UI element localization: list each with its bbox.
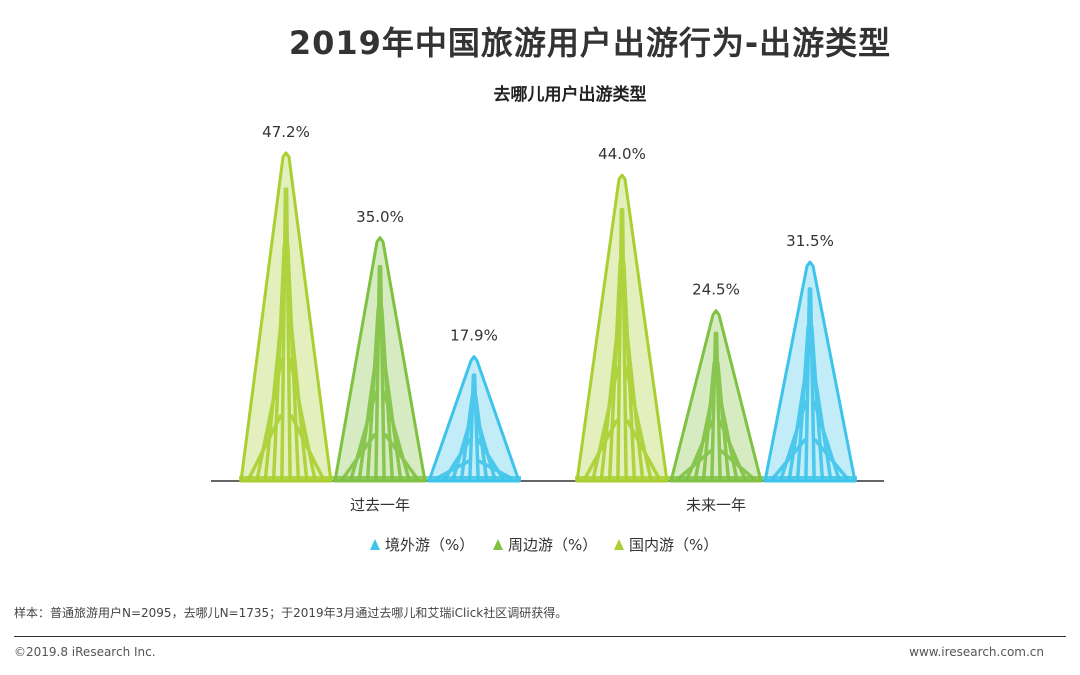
- bar-hatch-1-2: [771, 287, 849, 480]
- data-label: 31.5%: [786, 232, 834, 250]
- bar-base-0-0: [239, 476, 333, 481]
- bar-base-1-1: [669, 476, 763, 481]
- sample-note: 样本：普通旅游用户N=2095，去哪儿N=1735；于2019年3月通过去哪儿和…: [14, 606, 568, 620]
- copyright: ©2019.8 iResearch Inc.: [14, 645, 156, 659]
- legend-marker: [370, 539, 380, 550]
- data-label: 35.0%: [356, 208, 404, 226]
- legend-marker: [614, 539, 624, 550]
- x-tick-label: 未来一年: [686, 496, 746, 514]
- legend-label: 境外游（%）: [385, 536, 474, 554]
- bar-base-0-1: [333, 476, 427, 481]
- legend-label: 周边游（%）: [508, 536, 597, 554]
- bar-hatch-0-1: [341, 265, 419, 480]
- bar-hatch-0-2: [435, 373, 513, 480]
- bar-base-0-2: [427, 476, 521, 481]
- legend-marker: [493, 539, 503, 550]
- website-link[interactable]: www.iresearch.com.cn: [909, 645, 1044, 659]
- data-label: 17.9%: [450, 327, 498, 345]
- bar-hatch-0-0: [247, 187, 325, 480]
- footer-divider: [14, 636, 1066, 637]
- bar-base-1-0: [575, 476, 669, 481]
- bar-base-1-2: [763, 476, 857, 481]
- bar-hatch-1-1: [677, 331, 755, 480]
- data-label: 47.2%: [262, 123, 310, 141]
- bar-hatch-1-0: [583, 207, 661, 480]
- x-tick-label: 过去一年: [350, 496, 410, 514]
- legend-label: 国内游（%）: [629, 536, 718, 554]
- data-label: 24.5%: [692, 281, 740, 299]
- data-label: 44.0%: [598, 145, 646, 163]
- chart-subtitle: 去哪儿用户出游类型: [493, 85, 647, 105]
- page-title: 2019年中国旅游用户出游行为-出游类型: [288, 24, 892, 62]
